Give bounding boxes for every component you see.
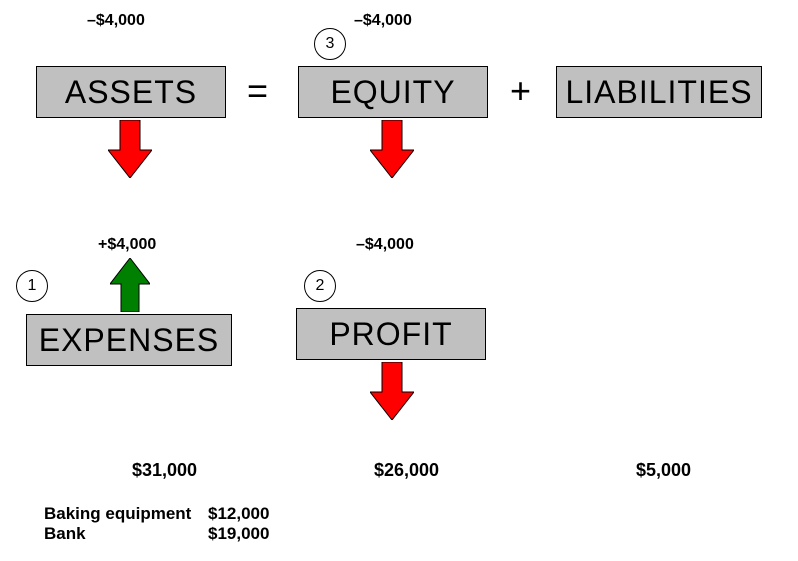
plus-operator: + (510, 70, 531, 112)
assets-box: ASSETS (36, 66, 226, 118)
equity-arrow-down-icon (370, 120, 414, 178)
expenses-box: EXPENSES (26, 314, 232, 366)
liabilities-box: LIABILITIES (556, 66, 762, 118)
total-col3: $5,000 (636, 460, 691, 481)
profit-box: PROFIT (296, 308, 486, 360)
step-badge-3: 3 (314, 28, 346, 60)
equity-change-amount: –$4,000 (354, 12, 412, 30)
assets-arrow-down-icon (108, 120, 152, 178)
expenses-arrow-up-icon (110, 258, 150, 312)
expenses-change-amount: +$4,000 (98, 236, 156, 254)
total-col2: $26,000 (374, 460, 439, 481)
total-col1: $31,000 (132, 460, 197, 481)
equals-operator: = (247, 70, 268, 112)
profit-change-amount: –$4,000 (356, 236, 414, 254)
profit-arrow-down-icon (370, 362, 414, 420)
detail-row2-value: $19,000 (208, 524, 269, 544)
detail-row1-label: Baking equipment (44, 504, 191, 524)
assets-change-amount: –$4,000 (87, 12, 145, 30)
step-badge-1: 1 (16, 270, 48, 302)
detail-row1-value: $12,000 (208, 504, 269, 524)
equity-box: EQUITY (298, 66, 488, 118)
step-badge-2: 2 (304, 270, 336, 302)
detail-row2-label: Bank (44, 524, 86, 544)
